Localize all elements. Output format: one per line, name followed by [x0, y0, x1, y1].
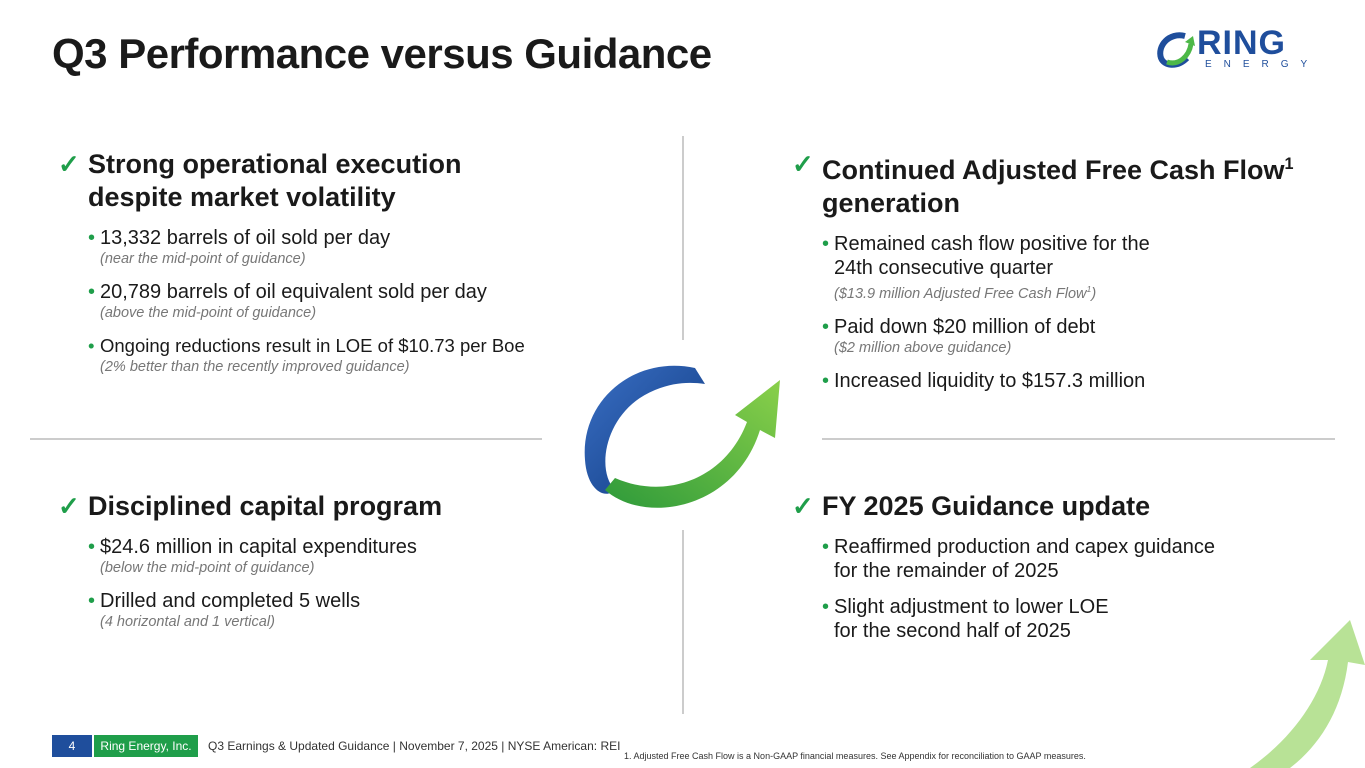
list-item: 20,789 barrels of oil equivalent sold pe… [88, 280, 612, 322]
checkmark-icon: ✓ [792, 491, 814, 521]
bullet-note: (4 horizontal and 1 vertical) [100, 614, 275, 630]
corner-arrow-graphic [1250, 620, 1365, 768]
footnote-marker: 1 [1284, 155, 1294, 173]
bullet-note: (below the mid-point of guidance) [100, 560, 315, 576]
list-item: Remained cash flow positive for the24th … [822, 232, 1356, 303]
list-item: Drilled and completed 5 wells (4 horizont… [88, 589, 612, 631]
section-guidance: ✓ FY 2025 Guidance update Reaffirmed prod… [786, 490, 1356, 643]
footer-info: Q3 Earnings & Updated Guidance | Novembe… [208, 739, 621, 753]
logo-text: RING [1197, 24, 1286, 62]
logo-subtext: ENERGY [1205, 59, 1320, 70]
bullet-note: ($13.9 million Adjusted Free Cash Flow [834, 285, 1087, 302]
bullet-note: (near the mid-point of guidance) [100, 251, 306, 267]
bullet-text: for the remainder of 2025 [834, 560, 1059, 582]
bullet-text: 20,789 barrels of oil equivalent sold pe… [100, 281, 487, 303]
checkmark-icon: ✓ [58, 149, 80, 179]
divider [682, 136, 684, 340]
page-title: Q3 Performance versus Guidance [52, 30, 712, 77]
footnote: 1. Adjusted Free Cash Flow is a Non-GAAP… [624, 751, 1086, 761]
section-heading: Continued Adjusted Free Cash Flow [822, 155, 1285, 185]
bullet-note: ($2 million above guidance) [834, 339, 1012, 356]
cycle-arrow-graphic [584, 365, 780, 508]
bullet-text: Increased liquidity to $157.3 million [834, 369, 1146, 392]
section-capital: ✓ Disciplined capital program $24.6 milli… [52, 490, 612, 631]
bullet-note: (2% better than the recently improved gu… [100, 359, 410, 375]
list-item: Ongoing reductions result in LOE of $10.… [88, 334, 612, 376]
list-item: Paid down $20 million of debt($2 million… [822, 315, 1356, 357]
bullet-text: Paid down $20 million of debt [834, 315, 1096, 338]
section-cash-flow: ✓ Continued Adjusted Free Cash Flow1 gener… [786, 148, 1356, 393]
list-item: Increased liquidity to $157.3 million [822, 369, 1356, 393]
bullet-note: (above the mid-point of guidance) [100, 305, 317, 321]
footnote-marker: 1 [1086, 284, 1092, 294]
bullet-note: ) [1091, 285, 1097, 302]
list-item: Reaffirmed production and capex guidance… [822, 535, 1356, 583]
bullet-text: Ongoing reductions result in LOE of $10.… [100, 335, 525, 356]
divider [682, 530, 684, 714]
divider [30, 438, 542, 440]
section-heading: FY 2025 Guidance update [822, 491, 1151, 521]
bullet-text: Drilled and completed 5 wells [100, 590, 361, 612]
bullet-text: Remained cash flow positive for the [834, 233, 1150, 255]
list-item: 13,332 barrels of oil sold per day (near … [88, 226, 612, 268]
list-item: $24.6 million in capital expenditures (be… [88, 535, 612, 577]
bullet-text: for the second half of 2025 [834, 620, 1071, 642]
divider [822, 438, 1335, 440]
section-operational: ✓ Strong operational execution despite mar… [52, 148, 612, 376]
bullet-text: Slight adjustment to lower LOE [834, 596, 1109, 618]
page-number: 4 [52, 735, 92, 757]
checkmark-icon: ✓ [792, 149, 814, 179]
bullet-text: 13,332 barrels of oil sold per day [100, 227, 391, 249]
section-heading: generation [822, 188, 961, 218]
bullet-text: 24th consecutive quarter [834, 257, 1054, 279]
logo-swirl-icon [1157, 32, 1195, 68]
bullet-text: $24.6 million in capital expenditures [100, 536, 417, 558]
checkmark-icon: ✓ [58, 491, 80, 521]
section-heading: Strong operational execution [88, 149, 462, 179]
footer-company: Ring Energy, Inc. [94, 735, 198, 757]
section-heading: Disciplined capital program [88, 491, 443, 521]
ring-energy-logo: RING ENERGY [1155, 24, 1315, 72]
bullet-text: Reaffirmed production and capex guidance [834, 536, 1215, 558]
section-heading: despite market volatility [88, 182, 396, 212]
